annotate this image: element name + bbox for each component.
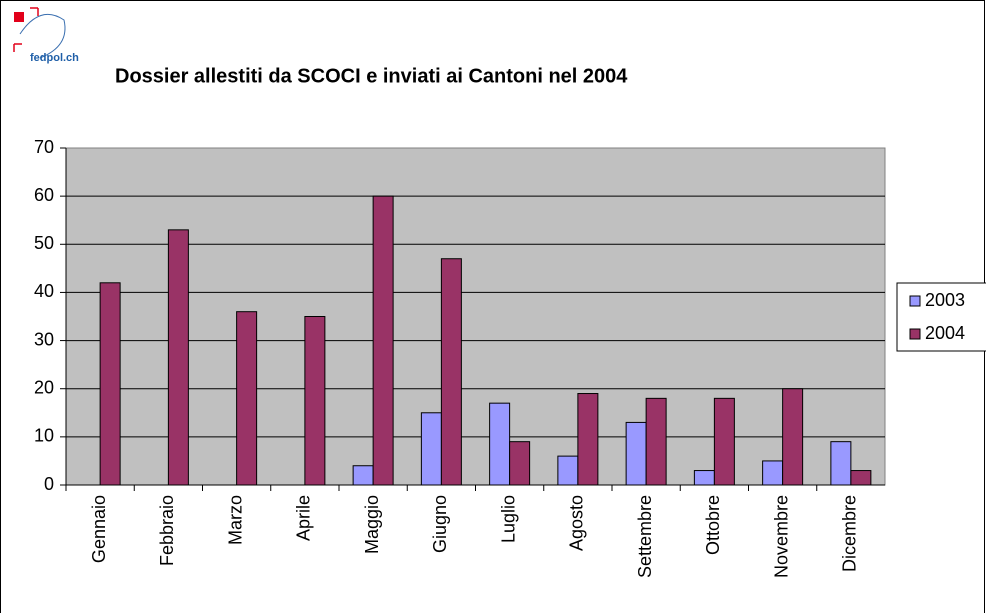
logo-graphic — [13, 7, 66, 59]
bar — [440, 258, 462, 486]
bar — [713, 397, 735, 486]
x-tick-label: Luglio — [498, 495, 518, 543]
x-tick-label: Settembre — [635, 495, 655, 578]
y-tick-label: 60 — [34, 185, 54, 205]
bar — [830, 441, 852, 486]
bar — [420, 412, 442, 486]
bar — [99, 282, 121, 486]
x-tick-label: Novembre — [771, 495, 791, 578]
bar — [762, 460, 784, 486]
bar — [850, 470, 872, 486]
bar — [167, 229, 189, 486]
bar — [693, 470, 715, 486]
bar — [645, 397, 667, 486]
x-tick-label: Agosto — [567, 495, 587, 551]
y-tick-label: 10 — [34, 426, 54, 446]
y-tick-label: 30 — [34, 329, 54, 349]
y-tick-label: 40 — [34, 281, 54, 301]
bar — [577, 393, 599, 486]
x-tick-label: Gennaio — [89, 495, 109, 563]
bar — [782, 388, 804, 486]
y-tick-label: 0 — [44, 474, 54, 494]
chart-title: Dossier allestiti da SCOCI e inviati ai … — [115, 65, 628, 87]
legend-label: 2003 — [925, 290, 965, 310]
bar — [372, 195, 394, 486]
bar — [236, 311, 258, 486]
bar — [625, 421, 647, 486]
y-tick-label: 20 — [34, 377, 54, 397]
bar — [489, 402, 511, 486]
bar — [304, 316, 326, 486]
legend — [896, 282, 986, 352]
x-tick-label: Ottobre — [703, 495, 723, 555]
x-tick-label: Dicembre — [840, 495, 860, 572]
bar — [557, 455, 579, 486]
x-tick-label: Febbraio — [157, 495, 177, 566]
logo-text: fedpol.ch — [30, 52, 79, 64]
bar — [352, 465, 374, 486]
legend-label: 2004 — [925, 323, 965, 343]
x-tick-label: Aprile — [294, 495, 314, 541]
x-tick-label: Marzo — [225, 495, 245, 545]
bar — [509, 441, 531, 486]
y-tick-label: 70 — [34, 137, 54, 157]
y-tick-label: 50 — [34, 233, 54, 253]
x-tick-label: Giugno — [430, 495, 450, 553]
x-tick-label: Maggio — [362, 495, 382, 554]
legend-swatch — [909, 328, 921, 340]
legend-swatch — [909, 295, 921, 307]
